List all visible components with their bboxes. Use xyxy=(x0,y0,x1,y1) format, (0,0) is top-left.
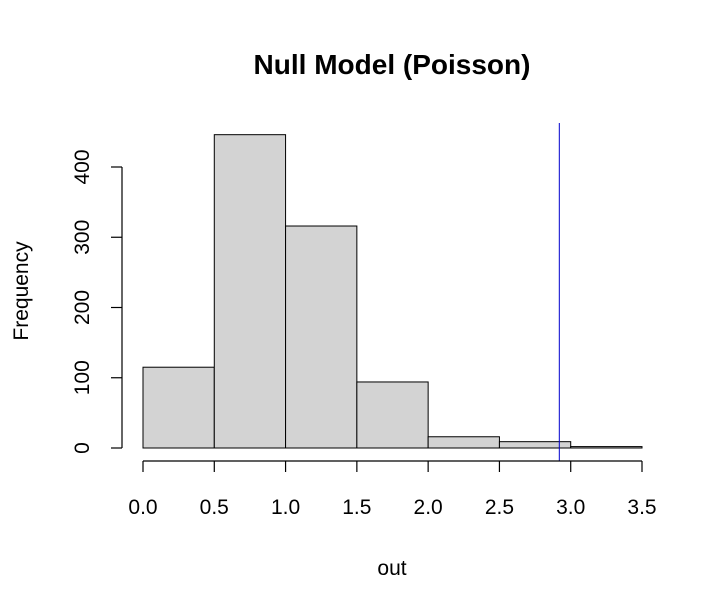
y-tick-label-2: 200 xyxy=(71,290,94,325)
y-tick-label-0: 0 xyxy=(71,442,94,454)
bars-group xyxy=(142,134,643,449)
y-axis: 0 100 200 300 400 xyxy=(71,149,123,454)
x-tick-label-1: 0.5 xyxy=(200,496,229,519)
histogram-bar-4 xyxy=(427,436,500,449)
x-axis: 0.0 0.5 1.0 1.5 2.0 2.5 3.0 3.5 xyxy=(128,460,657,519)
y-tick-label-3: 300 xyxy=(71,220,94,255)
histogram-bar-3 xyxy=(356,381,429,449)
x-tick-label-7: 3.5 xyxy=(627,496,656,519)
histogram-bar-0 xyxy=(142,366,215,449)
y-tick-label-4: 400 xyxy=(71,149,94,184)
x-tick-label-0: 0.0 xyxy=(128,496,157,519)
histogram-bar-6 xyxy=(570,446,643,449)
chart-title: Null Model (Poisson) xyxy=(254,49,531,80)
x-tick-label-3: 1.5 xyxy=(342,496,371,519)
x-axis-label: out xyxy=(377,557,406,580)
histogram-bar-1 xyxy=(213,134,287,449)
histogram-bar-5 xyxy=(498,441,572,449)
x-tick-label-4: 2.0 xyxy=(414,496,443,519)
histogram-bar-2 xyxy=(285,225,358,449)
x-tick-label-5: 2.5 xyxy=(485,496,514,519)
x-tick-label-6: 3.0 xyxy=(556,496,585,519)
x-tick-label-2: 1.0 xyxy=(271,496,300,519)
y-axis-label: Frequency xyxy=(10,241,33,341)
y-tick-label-1: 100 xyxy=(71,360,94,395)
